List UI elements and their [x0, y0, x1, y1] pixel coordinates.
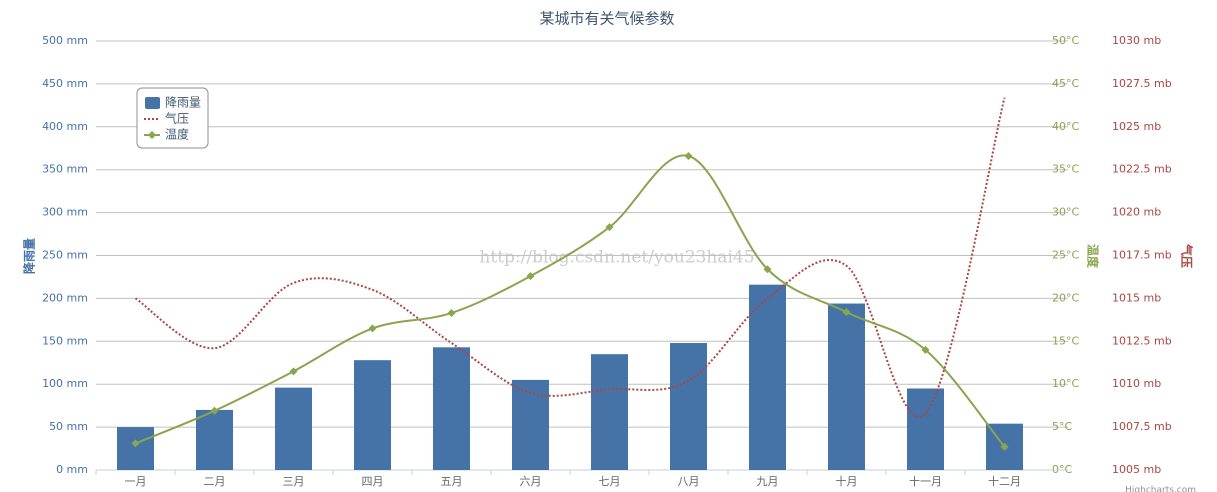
point-marker: [210, 406, 219, 415]
x-tick-label: 六月: [520, 475, 542, 488]
y3-tick-label: 1017.5 mb: [1112, 249, 1172, 262]
y2-tick-label: 40°C: [1052, 120, 1079, 133]
y3-tick-label: 1022.5 mb: [1112, 163, 1172, 176]
point-marker: [368, 324, 377, 333]
x-tick-label: 九月: [757, 475, 779, 488]
x-tick-label: 七月: [599, 475, 621, 488]
y-tick-label: 100 mm: [42, 377, 88, 390]
bar: [196, 409, 233, 470]
y-tick-label: 350 mm: [42, 163, 88, 176]
x-tick-label: 三月: [283, 475, 305, 488]
legend-label: 降雨量: [165, 96, 201, 110]
y2-tick-label: 25°C: [1052, 249, 1079, 262]
y-axis-title: 降雨量: [22, 238, 37, 274]
x-tick-label: 十一月: [909, 474, 942, 488]
point-marker: [605, 223, 614, 232]
point-marker: [763, 265, 772, 274]
y3-tick-label: 1007.5 mb: [1112, 420, 1172, 433]
y2-axis-title: 温度: [1086, 244, 1101, 269]
line: [135, 154, 1006, 448]
y-tick-label: 150 mm: [42, 334, 88, 347]
bar: [354, 360, 391, 470]
point-marker: [131, 439, 140, 448]
y2-tick-label: 30°C: [1052, 206, 1079, 219]
y3-tick-label: 1015 mb: [1112, 291, 1161, 304]
point-marker: [289, 367, 298, 376]
legend-swatch: [145, 97, 160, 109]
y-tick-label: 450 mm: [42, 77, 88, 90]
y3-tick-label: 1010 mb: [1112, 377, 1161, 390]
credit: Highcharts.com: [1125, 486, 1196, 492]
bar: [117, 427, 154, 470]
x-tick-label: 五月: [441, 475, 463, 488]
x-tick-label: 四月: [362, 475, 384, 488]
y-tick-label: 200 mm: [42, 291, 88, 304]
y3-axis-title: 气压: [1180, 243, 1195, 268]
chart-title: 某城市有关气候参数: [539, 10, 674, 28]
y-tick-label: 400 mm: [42, 120, 88, 133]
watermark: http://blog.csdn.net/you23hai45: [479, 248, 754, 268]
point-marker: [684, 151, 693, 160]
legend-label: 气压: [165, 111, 189, 126]
x-tick-label: 二月: [204, 475, 226, 488]
y3-tick-label: 1012.5 mb: [1112, 334, 1172, 347]
x-tick-label: 十二月: [988, 474, 1021, 488]
point-marker: [447, 308, 456, 317]
bar: [749, 284, 786, 470]
bar: [512, 379, 549, 470]
y3-tick-label: 1027.5 mb: [1112, 77, 1172, 90]
bar: [907, 388, 944, 470]
y3-tick-label: 1030 mb: [1112, 34, 1161, 47]
y3-tick-label: 1005 mb: [1112, 463, 1161, 476]
point-marker: [1000, 442, 1009, 451]
bar: [828, 303, 865, 470]
bar: [433, 347, 470, 470]
y-tick-label: 0 mm: [56, 463, 88, 476]
bar: [670, 343, 707, 470]
y2-tick-label: 15°C: [1052, 334, 1079, 347]
point-marker: [921, 345, 930, 354]
y-tick-label: 300 mm: [42, 206, 88, 219]
y-tick-label: 500 mm: [42, 34, 88, 47]
bar: [591, 354, 628, 470]
y2-tick-label: 45°C: [1052, 77, 1079, 90]
x-tick-label: 一月: [125, 475, 147, 488]
y2-tick-label: 20°C: [1052, 291, 1079, 304]
point-marker: [526, 272, 535, 281]
legend-label: 温度: [165, 127, 189, 142]
y3-tick-label: 1020 mb: [1112, 206, 1161, 219]
line: [134, 97, 1006, 418]
y3-tick-label: 1025 mb: [1112, 120, 1161, 133]
point-marker: [842, 308, 851, 317]
y2-tick-label: 10°C: [1052, 377, 1079, 390]
bar: [275, 387, 312, 470]
y2-tick-label: 50°C: [1052, 34, 1079, 47]
x-tick-label: 十月: [836, 474, 858, 488]
y2-tick-label: 5°C: [1052, 420, 1072, 433]
legend-marker: [148, 131, 156, 139]
y-tick-label: 250 mm: [42, 249, 88, 262]
y-tick-label: 50 mm: [49, 420, 88, 433]
y2-tick-label: 35°C: [1052, 163, 1079, 176]
x-tick-label: 八月: [678, 475, 700, 488]
